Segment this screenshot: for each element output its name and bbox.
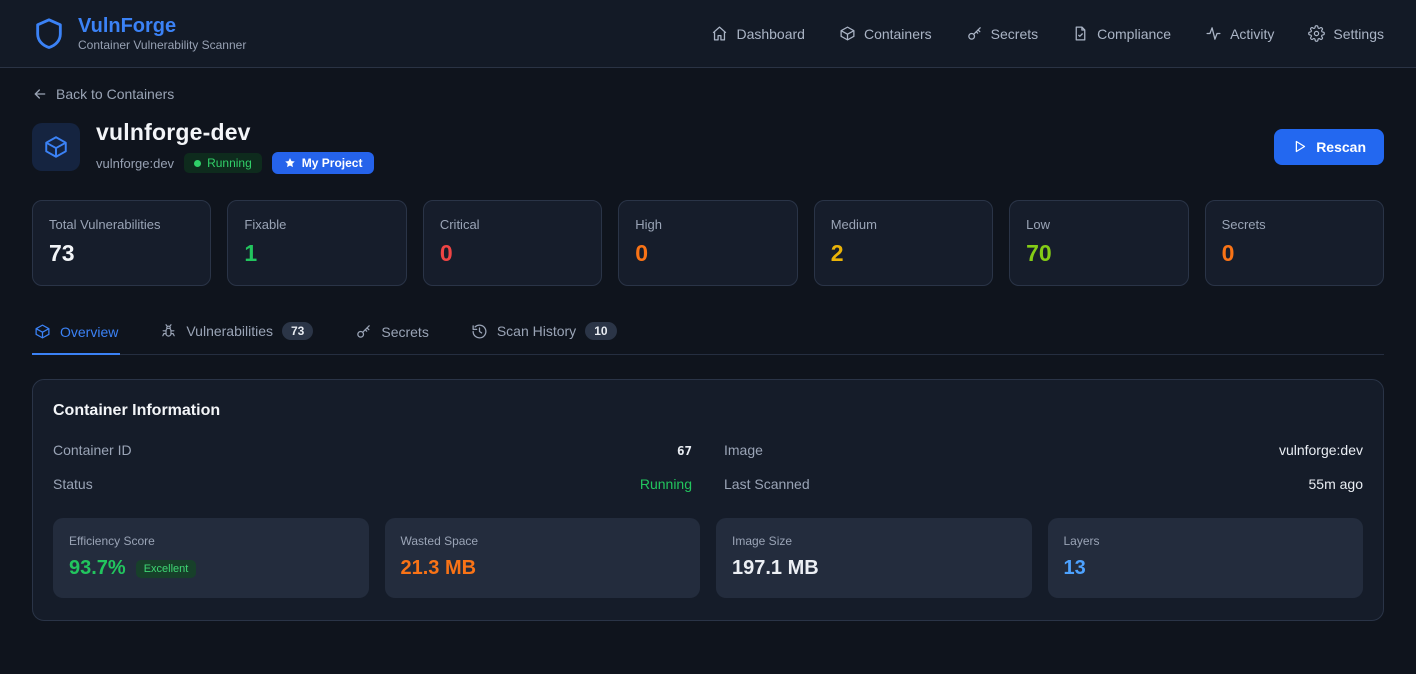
container-information-card: Container Information Container ID 67 Im… [32,379,1384,621]
card-title: Container Information [53,402,221,419]
project-badge[interactable]: My Project [271,152,375,174]
nav-item-activity[interactable]: Activity [1205,25,1274,42]
nav-item-secrets[interactable]: Secrets [966,25,1038,42]
stat-card-critical: Critical 0 [422,200,603,286]
metric-value: 93.7% [69,557,126,579]
stat-value: 0 [635,240,649,266]
tab-scan-history[interactable]: Scan History 10 [469,314,619,354]
last-scanned-value: 55m ago [1308,476,1363,492]
field-last-scanned: Last Scanned 55m ago [724,476,1363,492]
metric-card-layers: Layers 13 [1047,518,1363,598]
back-to-containers-link[interactable]: Back to Containers [32,86,174,102]
stat-value: 0 [439,240,453,266]
container-cube-icon [32,122,80,171]
key-icon [966,25,983,42]
metric-value: 13 [1063,557,1086,579]
status-value: Running [639,476,692,492]
image-value: vulnforge:dev [1278,442,1363,458]
gear-icon [1308,25,1326,42]
stat-card-fixable: Fixable 1 [227,200,407,286]
nav-item-compliance[interactable]: Compliance [1072,25,1171,42]
cube-icon [839,25,856,42]
info-grid: Container ID 67 Image vulnforge:dev Stat… [53,442,1363,492]
nav-item-settings[interactable]: Settings [1308,25,1384,42]
excellent-badge: Excellent [135,559,197,578]
stat-card-secrets: Secrets 0 [1204,200,1384,286]
metric-card-wasted-space: Wasted Space 21.3 MB [384,518,700,598]
stat-value: 1 [244,240,258,266]
metric-card-efficiency-score: Efficiency Score 93.7% Excellent [53,518,369,598]
stat-card-low: Low 70 [1009,200,1189,286]
rescan-button[interactable]: Rescan [1274,128,1384,165]
shield-logo-icon [32,17,66,51]
stat-value: 2 [830,240,844,266]
activity-pulse-icon [1205,25,1222,42]
main-content: Back to Containers vulnforge-dev vulnfor… [0,68,1416,621]
stats-row: Total Vulnerabilities 73 Fixable 1 Criti… [32,200,1384,286]
stat-value: 70 [1026,240,1052,266]
play-icon [1292,139,1307,154]
field-status: Status Running [53,476,692,492]
tab-bar: Overview Vulnerabilities 73 Secrets Scan… [32,314,1384,355]
document-check-icon [1072,25,1089,42]
stat-card-medium: Medium 2 [813,200,994,286]
tab-vulnerabilities[interactable]: Vulnerabilities 73 [158,314,315,354]
key-icon [355,323,372,340]
nav-menu: Dashboard Containers Secrets Compliance … [711,25,1384,42]
back-arrow-icon [32,86,48,102]
tab-secrets[interactable]: Secrets [353,315,430,354]
status-badge: Running [184,153,262,173]
top-nav: VulnForge Container Vulnerability Scanne… [0,0,1416,68]
brand: VulnForge Container Vulnerability Scanne… [32,15,246,52]
metric-value: 197.1 MB [732,557,819,579]
brand-name: VulnForge [78,15,177,37]
history-icon [471,323,488,340]
nav-item-containers[interactable]: Containers [839,25,932,42]
stat-card-high: High 0 [618,200,798,286]
status-dot-icon [194,159,202,167]
metric-value: 21.3 MB [400,557,477,579]
page-header: vulnforge-dev vulnforge:dev Running My P… [32,119,1384,174]
stat-value: 73 [49,240,75,266]
tab-overview[interactable]: Overview [32,315,121,355]
stat-value: 0 [1221,240,1235,266]
brand-subtitle: Container Vulnerability Scanner [78,38,247,52]
scan-history-count-badge: 10 [585,322,617,340]
image-name: vulnforge:dev [96,155,175,171]
vulnerabilities-count-badge: 73 [282,322,314,340]
field-image: Image vulnforge:dev [724,442,1363,458]
stat-card-total-vulnerabilities: Total Vulnerabilities 73 [32,200,212,286]
star-icon [284,157,296,169]
metrics-row: Efficiency Score 93.7% Excellent Wasted … [53,518,1363,598]
page-title: vulnforge-dev [96,119,251,145]
home-icon [711,25,728,42]
metric-card-image-size: Image Size 197.1 MB [716,518,1032,598]
container-id-value: 67 [676,442,692,458]
nav-item-dashboard[interactable]: Dashboard [711,25,805,42]
bug-icon [160,323,177,340]
field-container-id: Container ID 67 [53,442,692,458]
cube-icon [34,323,51,340]
